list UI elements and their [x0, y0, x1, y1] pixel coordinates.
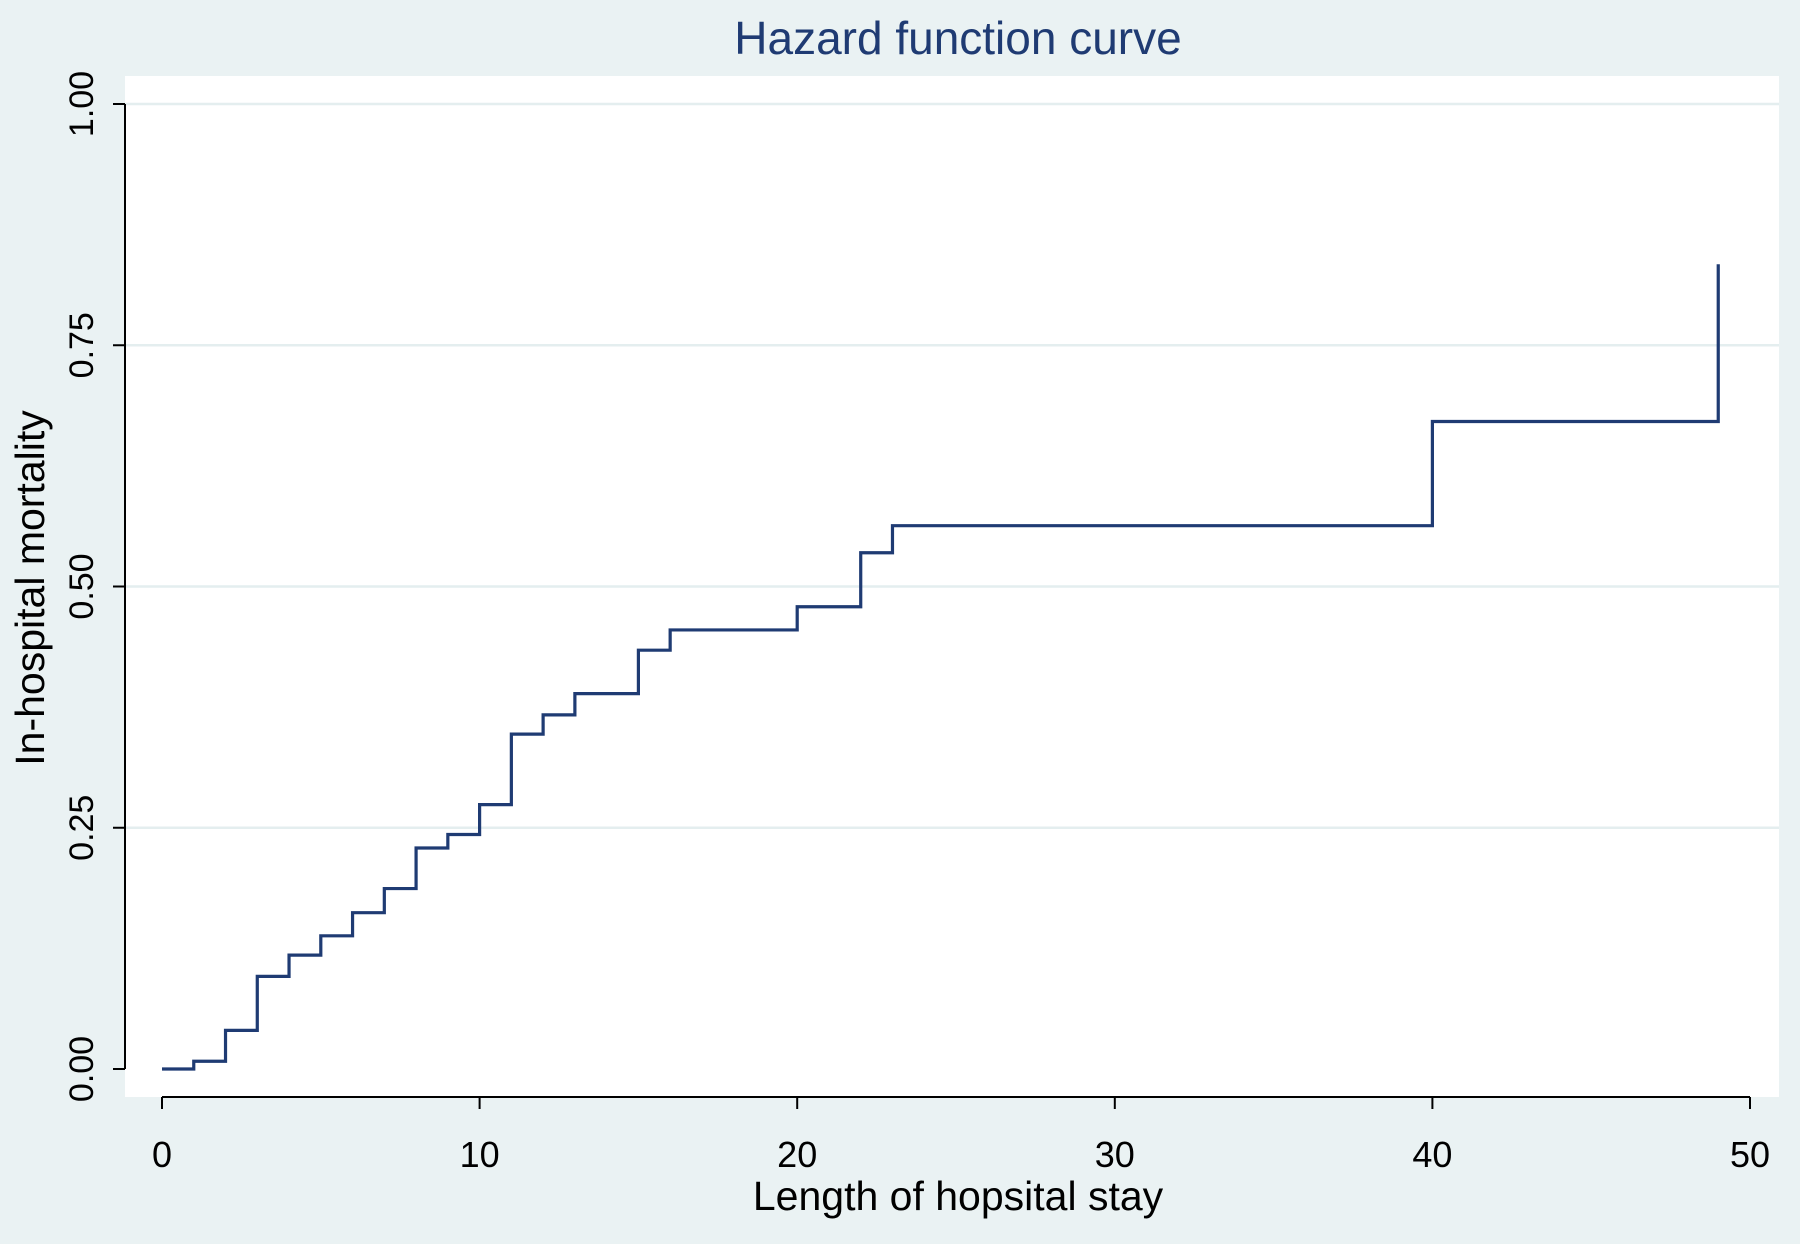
grid-lines	[125, 102, 1779, 829]
x-tick-label: 40	[1412, 1134, 1452, 1175]
hazard-step-line	[162, 264, 1720, 1071]
x-tick-label: 10	[460, 1134, 500, 1175]
chart-title: Hazard function curve	[734, 12, 1181, 64]
axes: 0.00 0.25 0.50 0.75 1.00 0 10 20 30 40 50	[63, 71, 1770, 1175]
x-axis-label: Length of hopsital stay	[753, 1173, 1164, 1219]
x-tick-label: 20	[777, 1134, 817, 1175]
x-tick-label: 30	[1095, 1134, 1135, 1175]
y-tick-label: 0.00	[63, 1036, 101, 1102]
y-tick-label: 0.50	[63, 553, 101, 619]
y-tick-label: 0.25	[63, 795, 101, 861]
x-tick-label: 50	[1730, 1134, 1770, 1175]
y-tick-label: 1.00	[63, 71, 101, 137]
y-tick-label: 0.75	[63, 312, 101, 378]
y-axis-label: In-hospital mortality	[7, 410, 53, 766]
series-layer	[162, 264, 1720, 1071]
x-tick-label: 0	[152, 1134, 172, 1175]
